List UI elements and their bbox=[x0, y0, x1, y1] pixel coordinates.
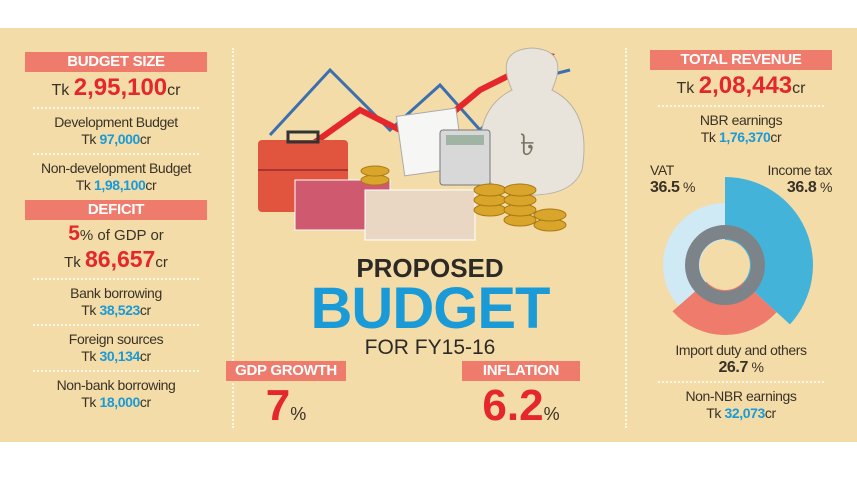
budget-heading: BUDGET bbox=[310, 276, 551, 341]
deficit-item: Foreign sources Tk 30,134cr bbox=[68, 331, 164, 364]
fiscal-year: FOR FY15-16 bbox=[364, 336, 496, 359]
deficit-item: Non-bank borrowing Tk 18,000cr bbox=[56, 377, 176, 410]
dotted-separator bbox=[33, 107, 199, 109]
income-tax-label: Income tax 36.8 % bbox=[767, 162, 833, 196]
divider-left bbox=[232, 48, 234, 428]
inflation: INFLATION 6.2% bbox=[462, 361, 580, 431]
deficit-pct: 5% of GDP or bbox=[68, 222, 164, 245]
dotted-separator bbox=[658, 381, 824, 383]
budget-size-value: Tk 2,95,100cr bbox=[51, 74, 181, 101]
svg-text:৳: ৳ bbox=[520, 128, 535, 163]
nbr-value: Tk 1,76,370cr bbox=[700, 129, 782, 145]
deficit-banner: DEFICIT bbox=[25, 200, 207, 220]
deficit-item: Bank borrowing Tk 38,523cr bbox=[70, 285, 162, 318]
vat-label: VAT 36.5 % bbox=[650, 162, 696, 196]
dotted-separator bbox=[33, 370, 199, 372]
total-revenue: TOTAL REVENUE Tk 2,08,443cr NBR earnings… bbox=[650, 50, 832, 146]
non-nbr-label: Non-NBR earnings bbox=[685, 388, 797, 404]
total-revenue-banner: TOTAL REVENUE bbox=[650, 50, 832, 70]
budget-size-banner: BUDGET SIZE bbox=[25, 52, 207, 72]
deficit-value: Tk 86,657cr bbox=[64, 246, 168, 272]
revenue-donut bbox=[663, 177, 813, 335]
development-label: Development Budget bbox=[54, 114, 178, 130]
dotted-separator bbox=[33, 278, 199, 280]
donut-hole bbox=[700, 240, 750, 290]
proposed-heading: PROPOSED bbox=[356, 253, 504, 283]
development-value: Tk 97,000cr bbox=[81, 131, 151, 147]
center-title: PROPOSED BUDGET FOR FY15-16 bbox=[240, 253, 620, 361]
money-stack-icon bbox=[364, 189, 476, 241]
left-column: BUDGET SIZE Tk 2,95,100cr Development Bu… bbox=[25, 52, 207, 411]
non-nbr-value: Tk 32,073cr bbox=[706, 405, 776, 421]
divider-right bbox=[625, 48, 627, 428]
total-revenue-value: Tk 2,08,443cr bbox=[676, 72, 806, 99]
donut-inner-ring bbox=[685, 225, 765, 305]
non-development-value: Tk 1,98,100cr bbox=[75, 177, 157, 193]
gdp-growth: GDP GROWTH 7% bbox=[226, 361, 346, 431]
dotted-separator bbox=[658, 105, 824, 107]
budget-illustration: ৳ bbox=[258, 47, 585, 241]
coins-icon bbox=[360, 165, 567, 232]
non-development-label: Non-development Budget bbox=[41, 160, 191, 176]
dotted-separator bbox=[33, 324, 199, 326]
nbr-label: NBR earnings bbox=[699, 112, 783, 128]
donut-segment-income-tax bbox=[725, 177, 813, 325]
dotted-separator bbox=[33, 153, 199, 155]
import-duty-label: Import duty and others 26.7 % Non-NBR ea… bbox=[650, 342, 832, 422]
